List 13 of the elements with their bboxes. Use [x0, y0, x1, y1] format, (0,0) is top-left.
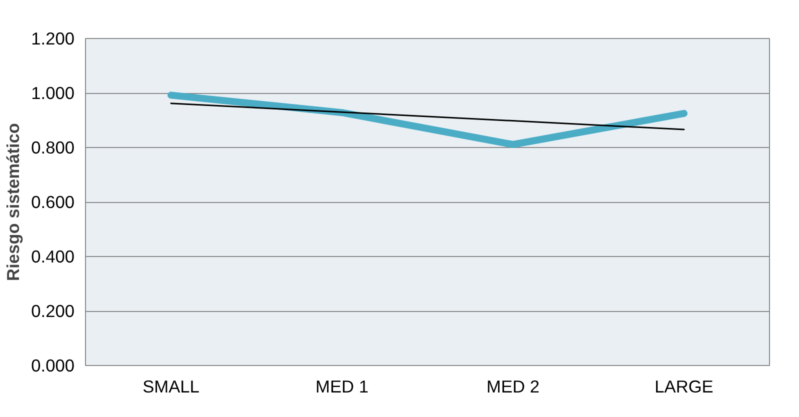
x-tick-label: SMALL: [142, 376, 200, 396]
y-tick-label: 1.200: [31, 28, 75, 48]
y-tick-label: 0.800: [31, 138, 75, 158]
y-axis-title: Riesgo sistemático: [3, 123, 24, 281]
x-tick-label: MED 1: [316, 376, 368, 396]
x-tick-label: LARGE: [654, 376, 714, 396]
y-tick-label: 0.200: [31, 301, 75, 321]
y-tick-label: 0.400: [31, 246, 75, 266]
x-tick-label: MED 2: [486, 376, 540, 396]
line-series: [170, 102, 685, 130]
y-tick-label: 1.000: [31, 83, 75, 103]
y-tick-label: 0.600: [31, 192, 75, 212]
y-tick-label: 0.000: [31, 356, 75, 376]
